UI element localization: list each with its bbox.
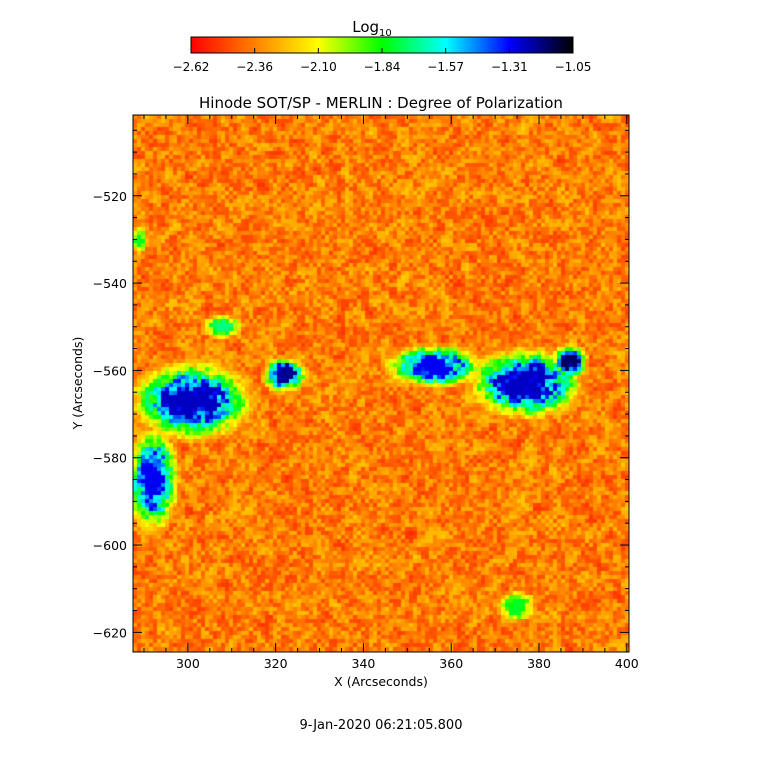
y-tick-label: −520 <box>93 189 127 204</box>
x-tick-label: 400 <box>615 656 639 671</box>
colorbar-tick-label: −1.84 <box>364 60 401 74</box>
plot-frame <box>132 114 630 653</box>
x-tick-label: 380 <box>527 656 551 671</box>
y-tick-label: −540 <box>93 276 127 291</box>
colorbar-tick-label: −2.62 <box>173 60 210 74</box>
colorbar-tick-label: −2.10 <box>300 60 337 74</box>
x-tick-label: 300 <box>176 656 200 671</box>
y-tick-label: −620 <box>93 625 127 640</box>
x-tick-label: 320 <box>264 656 288 671</box>
colorbar-tick-label: −1.31 <box>491 60 528 74</box>
heatmap-image <box>133 115 629 652</box>
y-axis-label: Y (Arcseconds) <box>70 337 85 431</box>
colorbar: Log10 −2.62 −2.36 −2.10 −1.84 −1.57 −1.31 −1.0… <box>173 18 592 74</box>
chart-title: Hinode SOT/SP - MERLIN : Degree of Polar… <box>199 94 563 112</box>
plot-area: 300 320 340 360 380 400 −520 −540 −560 −580 −600 −6… <box>93 114 639 671</box>
y-tick-label: −580 <box>93 451 127 466</box>
x-tick-label: 340 <box>352 656 376 671</box>
colorbar-tick-label: −2.36 <box>236 60 273 74</box>
y-tick-label: −560 <box>93 363 127 378</box>
colorbar-tick-label: −1.05 <box>555 60 592 74</box>
y-tick-label: −600 <box>93 538 127 553</box>
colorbar-tick-label: −1.57 <box>427 60 464 74</box>
x-tick-label: 360 <box>439 656 463 671</box>
timestamp-annotation: 9-Jan-2020 06:21:05.800 <box>300 718 463 733</box>
colorbar-label: Log10 <box>352 18 392 39</box>
x-axis-label: X (Arcseconds) <box>334 674 428 689</box>
